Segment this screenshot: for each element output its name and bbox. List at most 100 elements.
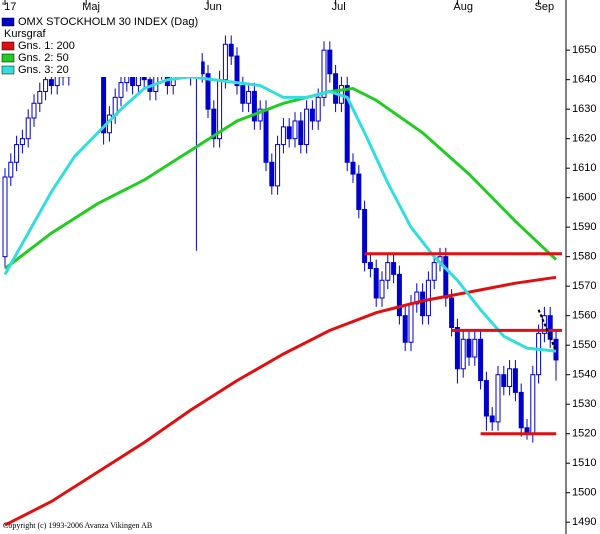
candle-body — [495, 374, 501, 423]
legend-swatch — [1, 53, 15, 63]
x-tick-label: Jul — [332, 1, 346, 13]
candle-body — [373, 267, 379, 299]
legend-label: Gns. 1: 200 — [18, 40, 75, 52]
y-tick-label: 1510 — [572, 457, 596, 469]
candle-body — [31, 102, 37, 119]
candle-body — [8, 161, 14, 178]
legend-title: OMX STOCKHOLM 30 INDEX (Dag) — [18, 16, 198, 28]
candle-body — [275, 144, 281, 187]
candle-body — [402, 315, 408, 343]
candle-body — [449, 297, 455, 328]
candle-body — [512, 368, 518, 393]
y-tick-label: 1570 — [572, 280, 596, 292]
candle-body — [425, 279, 431, 317]
candle-body — [292, 120, 298, 140]
moving-average — [3, 75, 557, 353]
candle-body — [460, 338, 466, 370]
x-tick-label: Aug — [453, 1, 473, 13]
y-tick-label: 1620 — [572, 133, 596, 145]
candle-body — [48, 79, 54, 87]
candle-body — [321, 49, 327, 98]
y-tick-label: 1650 — [572, 44, 596, 56]
y-tick-label: 1530 — [572, 398, 596, 410]
candle-body — [19, 138, 25, 146]
candle-body — [263, 108, 269, 163]
candle-body — [205, 73, 211, 110]
candle-body — [356, 173, 362, 210]
candle-body — [327, 49, 333, 75]
x-tick-label: Jun — [204, 1, 222, 13]
candle-body — [315, 96, 321, 122]
candle-body — [298, 120, 304, 146]
y-tick-label: 1630 — [572, 103, 596, 115]
y-tick-label: 1500 — [572, 487, 596, 499]
candle-body — [234, 55, 240, 87]
candle-body — [518, 391, 524, 429]
candle-body — [228, 43, 234, 57]
candle-body — [251, 90, 257, 122]
candle-body — [431, 262, 437, 281]
candle-body — [2, 176, 8, 258]
candle-body — [25, 117, 31, 140]
y-tick-label: 1580 — [572, 251, 596, 263]
candle-body — [280, 126, 286, 146]
candle-body — [344, 85, 350, 163]
candle-body — [385, 262, 391, 281]
candle-body — [501, 374, 507, 387]
legend-swatch — [1, 41, 15, 51]
candle-body — [420, 291, 426, 317]
y-tick-label: 1520 — [572, 428, 596, 440]
candle-body — [367, 262, 373, 269]
candle-body — [530, 374, 536, 435]
y-tick-label: 1560 — [572, 310, 596, 322]
candle-body — [379, 279, 385, 299]
candle-body — [240, 85, 246, 104]
moving-average — [4, 275, 557, 527]
candle-body — [246, 90, 252, 104]
candle-body — [478, 338, 484, 382]
candle-body — [37, 90, 43, 104]
candle-body — [489, 415, 495, 423]
y-tick-label: 1550 — [572, 339, 596, 351]
candle-body — [472, 338, 478, 358]
y-tick-label: 1590 — [572, 221, 596, 233]
candle-body — [14, 144, 20, 163]
legend-label: Gns. 3: 20 — [18, 64, 69, 76]
legend-label: Gns. 2: 50 — [18, 52, 69, 64]
y-tick-label: 1640 — [572, 74, 596, 86]
candle-body — [350, 161, 356, 175]
y-tick-label: 1540 — [572, 369, 596, 381]
candle-body — [443, 256, 449, 299]
legend-background — [0, 14, 202, 77]
legend: OMX STOCKHOLM 30 INDEX (Dag)KursgrafGns.… — [0, 14, 202, 77]
plot-area — [2, 32, 562, 527]
candle-body — [211, 108, 217, 140]
legend-swatch — [1, 65, 15, 75]
legend-subtitle: Kursgraf — [4, 28, 47, 40]
candle-body — [257, 108, 263, 122]
candle-body — [454, 326, 460, 370]
candle-body — [396, 273, 402, 317]
candle-body — [269, 161, 275, 187]
candle-body — [391, 262, 397, 275]
candle-body — [536, 332, 542, 376]
trend-line — [537, 309, 557, 352]
candle-body — [408, 303, 414, 343]
x-tick-label: Sep — [535, 1, 555, 13]
candle-body — [309, 108, 315, 122]
legend-swatch — [1, 17, 15, 27]
x-tick-label: '17 — [2, 1, 16, 13]
candle-body — [362, 208, 368, 264]
candle-body — [333, 73, 339, 104]
y-tick-label: 1600 — [572, 192, 596, 204]
candle-body — [118, 82, 124, 98]
candle-body — [304, 108, 310, 146]
candle-body — [466, 338, 472, 358]
candle-body — [507, 368, 513, 387]
copyright: Copyright (c) 1993-2006 Avanza Vikingen … — [3, 521, 152, 530]
candle-body — [222, 43, 228, 81]
candle-body — [483, 380, 489, 417]
x-tick-label: Maj — [82, 1, 100, 13]
